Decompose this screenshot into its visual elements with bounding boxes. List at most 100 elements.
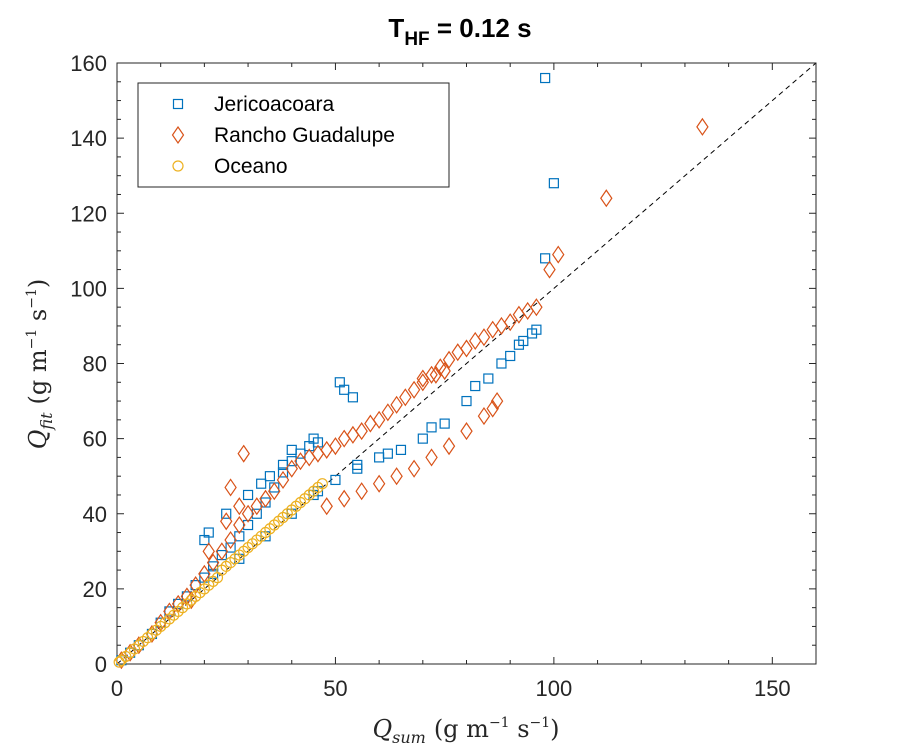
chart-title-subscript: HF	[404, 29, 429, 50]
data-point	[442, 437, 456, 456]
data-point	[372, 474, 386, 493]
data-point	[320, 497, 333, 516]
data-point	[477, 407, 491, 426]
data-point	[399, 388, 412, 407]
data-point	[540, 253, 551, 264]
data-point	[233, 497, 246, 516]
data-point	[224, 478, 237, 497]
data-point	[526, 328, 538, 339]
chart-title: THF = 0.12 s	[388, 13, 531, 50]
data-point	[496, 358, 507, 369]
data-point	[426, 422, 437, 433]
chart-title-main: T	[388, 13, 404, 43]
data-point	[513, 339, 525, 350]
x-tick-label: 0	[111, 676, 123, 701]
data-point	[276, 470, 290, 490]
data-point	[329, 437, 342, 456]
data-point	[483, 373, 494, 384]
y-tick-label: 140	[70, 126, 107, 151]
data-point	[224, 530, 237, 550]
data-points	[113, 72, 709, 670]
data-point	[352, 463, 363, 474]
data-point	[470, 380, 481, 392]
y-tick-label: 160	[70, 51, 107, 76]
data-point	[277, 467, 289, 478]
data-point	[503, 313, 517, 332]
data-point	[330, 474, 341, 486]
data-point	[552, 245, 565, 264]
data-point	[460, 422, 473, 441]
chart-title-rest: = 0.12 s	[430, 13, 532, 43]
y-tick-label: 120	[70, 201, 107, 226]
data-point	[355, 482, 368, 501]
data-point	[490, 392, 504, 411]
data-point	[696, 117, 709, 136]
data-point	[189, 576, 202, 595]
data-point	[505, 350, 516, 362]
series-oceano	[113, 478, 328, 668]
data-point	[416, 373, 430, 392]
data-point	[425, 448, 438, 467]
data-point	[355, 422, 368, 441]
data-point	[221, 508, 232, 519]
x-tick-label: 50	[323, 676, 347, 701]
x-axis-label: Qsum (g m−1 s−1)	[372, 715, 559, 747]
data-point	[233, 515, 246, 535]
data-point	[337, 489, 351, 508]
data-point	[277, 459, 289, 471]
data-point	[461, 395, 472, 407]
data-point	[225, 542, 236, 553]
data-point	[256, 478, 267, 489]
data-point	[237, 444, 250, 463]
data-point	[477, 328, 491, 347]
data-point	[390, 395, 403, 414]
data-point	[442, 350, 456, 369]
data-point	[259, 489, 272, 508]
data-point	[486, 399, 499, 418]
data-point	[439, 418, 450, 429]
axis-ticks: 0 50 100 150 0 20 40 60 80 100 120 140 160	[70, 51, 817, 701]
data-point	[395, 444, 407, 455]
data-point	[438, 361, 451, 381]
data-point	[206, 553, 220, 572]
data-point	[407, 459, 421, 478]
data-point	[268, 482, 281, 501]
y-tick-label: 100	[70, 276, 107, 301]
data-point	[285, 459, 298, 478]
data-point	[202, 542, 215, 561]
data-point	[530, 298, 543, 317]
data-point	[219, 512, 233, 531]
data-point	[372, 410, 386, 429]
legend-marker	[172, 160, 184, 172]
legend-label: Jericoacoara	[214, 93, 335, 116]
x-tick-label: 150	[754, 676, 791, 701]
legend: Jericoacoara Rancho Guadalupe Oceano	[137, 82, 450, 188]
data-point	[339, 384, 350, 395]
legend-marker	[171, 125, 185, 145]
data-point	[264, 471, 276, 482]
x-tick-label: 100	[536, 676, 573, 701]
data-point	[215, 542, 229, 561]
data-point	[250, 497, 264, 516]
data-point	[381, 403, 395, 422]
data-point	[382, 448, 393, 459]
legend-marker	[172, 98, 184, 110]
y-axis-label: Qfit(g m−1 s−1)	[24, 279, 56, 450]
data-point	[543, 260, 556, 279]
y-tick-label: 0	[95, 652, 107, 677]
legend-box	[137, 82, 450, 188]
data-point	[308, 433, 319, 444]
data-point	[316, 478, 328, 490]
y-tick-label: 80	[83, 352, 107, 377]
legend-label: Rancho Guadalupe	[214, 124, 395, 147]
y-tick-label: 60	[83, 427, 107, 452]
data-point	[416, 369, 430, 388]
data-point	[548, 178, 559, 189]
data-point	[203, 527, 214, 538]
data-point	[425, 365, 438, 384]
data-point	[390, 467, 403, 486]
data-point	[242, 519, 254, 531]
data-point	[540, 72, 551, 84]
y-tick-label: 20	[83, 577, 107, 602]
